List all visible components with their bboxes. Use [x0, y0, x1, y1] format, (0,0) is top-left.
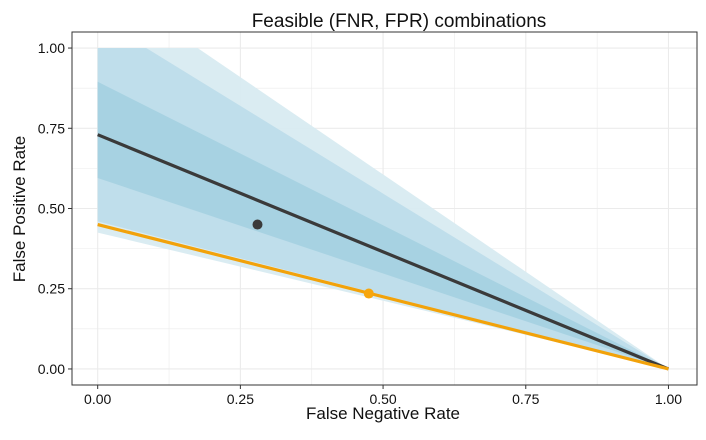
chart-title: Feasible (FNR, FPR) combinations	[252, 11, 547, 32]
y-axis-title: False Positive Rate	[10, 136, 29, 282]
x-tick-label: 1.00	[655, 391, 682, 407]
y-tick-label: 0.50	[38, 201, 65, 217]
x-axis-title: False Negative Rate	[306, 404, 460, 423]
inner-band	[97, 81, 669, 369]
x-tick-label: 0.50	[369, 391, 396, 407]
x-tick-label: 0.25	[227, 391, 254, 407]
dark-line	[97, 133, 670, 371]
middle-band	[97, 48, 669, 369]
x-tick-label: 0.00	[84, 391, 111, 407]
y-tick-label: 0.25	[38, 281, 65, 297]
y-tick-label: 0.00	[38, 361, 65, 377]
y-tick-label: 1.00	[38, 40, 65, 56]
y-tick-label: 0.75	[38, 120, 65, 136]
dark-point	[252, 219, 263, 230]
plot-content	[97, 48, 670, 371]
orange-line	[97, 222, 669, 371]
orange-point	[363, 288, 374, 299]
x-tick-label: 0.75	[512, 391, 539, 407]
